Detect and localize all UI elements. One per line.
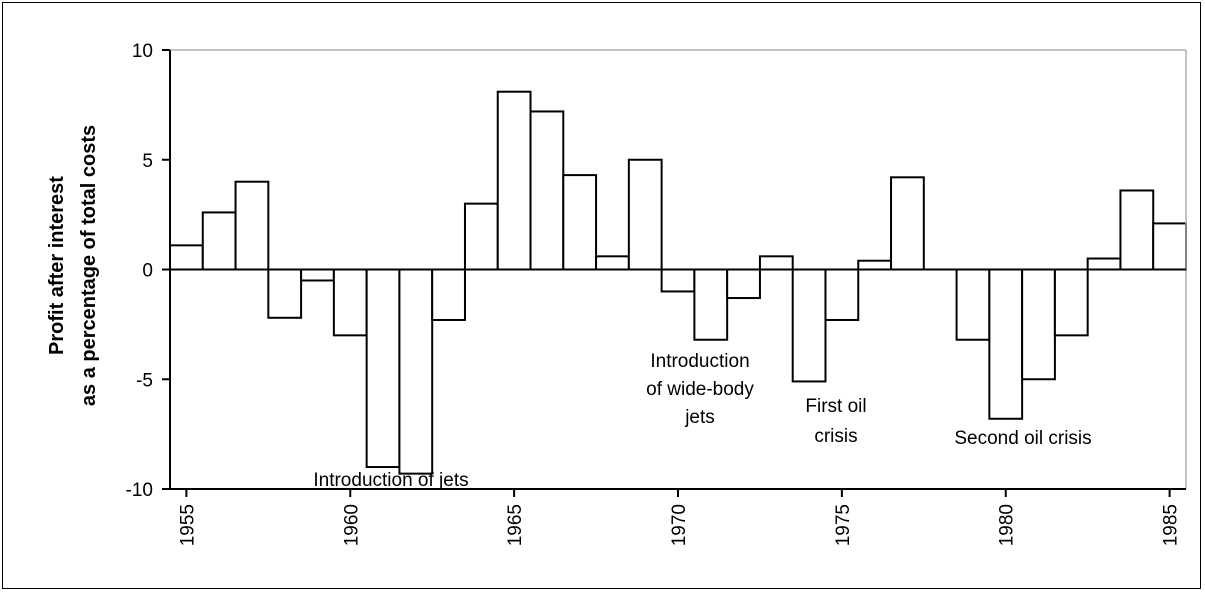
annotation-text: crisis (814, 426, 857, 447)
x-tick-label: 1965 (505, 504, 526, 546)
bar-1969 (627, 158, 663, 271)
x-ticks-group: 1955 1960 1965 1970 1975 1980 1985 (177, 489, 1182, 546)
bar-1968 (595, 255, 630, 271)
bar-1977 (890, 176, 925, 271)
annotation-text: Introduction of jets (313, 470, 468, 491)
bar-1957 (234, 180, 270, 271)
y-ticks-group: 10 5 0 -5 -10 (126, 41, 170, 501)
y-tick-label: -10 (126, 480, 153, 501)
x-tick-label: 1975 (833, 504, 854, 546)
chart-frame: 10 5 0 -5 -10 1955 1960 1965 1970 1975 1980 1985 P… (2, 2, 1201, 589)
bar-1974 (791, 268, 827, 383)
annotation-text: First oil (805, 396, 866, 417)
bar-1955 (169, 244, 204, 271)
bar-1964 (463, 202, 499, 271)
y-axis-label-line-1: Profit after interest (46, 176, 68, 355)
bar-1981 (1021, 268, 1056, 381)
x-tick-label: 1970 (669, 504, 690, 546)
annotation-text: Second oil crisis (954, 428, 1091, 449)
bar-1966 (529, 110, 565, 271)
bar-1984 (1119, 189, 1155, 271)
bar-1972 (726, 268, 761, 300)
bar-1979 (955, 268, 991, 341)
bar-1970 (660, 268, 696, 293)
y-tick-label: 5 (142, 151, 153, 172)
bar-1983 (1086, 257, 1122, 271)
bar-1962 (398, 268, 434, 475)
bar-1973 (758, 255, 794, 271)
y-axis-label-line-2: as a percentage of total costs (78, 125, 100, 406)
bar-1985 (1152, 222, 1188, 271)
bar-1982 (1053, 268, 1089, 337)
x-tick-label: 1955 (177, 504, 198, 546)
bar-1971 (693, 268, 729, 341)
bar-1975 (824, 268, 860, 321)
bar-1965 (496, 90, 532, 271)
bar-1959 (300, 268, 335, 282)
bar-1976 (857, 259, 893, 271)
bar-1960 (332, 268, 368, 337)
bar-1980 (988, 268, 1024, 420)
bar-1967 (562, 174, 598, 271)
annotation-text: of wide-body (646, 379, 754, 400)
bar-1956 (201, 211, 237, 271)
bar-1958 (267, 268, 303, 319)
airline-profit-chart: 10 5 0 -5 -10 1955 1960 1965 1970 1975 1980 1985 P… (46, 41, 1188, 546)
bar-1961 (365, 268, 401, 469)
annotation-text: jets (684, 407, 715, 428)
x-tick-label: 1980 (997, 504, 1018, 546)
y-tick-label: -5 (136, 370, 153, 391)
x-tick-label: 1960 (341, 504, 362, 546)
x-tick-label: 1985 (1161, 504, 1182, 546)
bar-1963 (431, 268, 466, 321)
bars-group (169, 90, 1188, 475)
annotation-text: Introduction (650, 351, 749, 372)
annotations-group: Introduction of jets Introduction of wide-… (313, 351, 1091, 491)
y-tick-label: 10 (132, 41, 153, 62)
y-tick-label: 0 (142, 261, 153, 282)
